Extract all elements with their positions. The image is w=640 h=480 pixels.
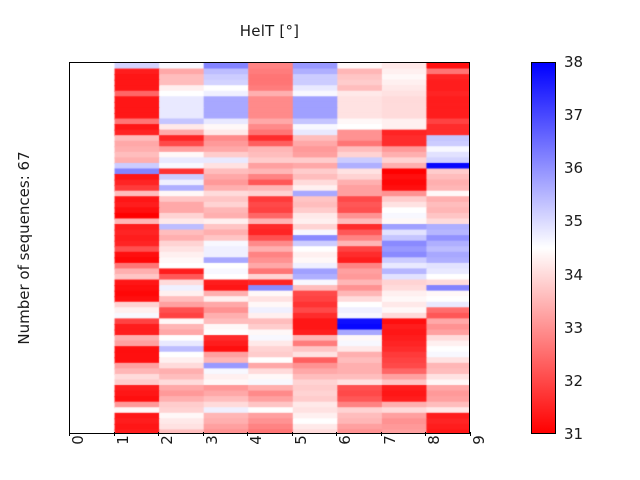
- x-tick-mark: [470, 432, 471, 436]
- colorbar-tick-38: 38: [564, 53, 584, 71]
- x-tick-text: 7: [380, 435, 399, 445]
- x-tick-mark: [202, 432, 204, 436]
- colorbar-tick-37: 37: [564, 106, 584, 125]
- colorbar-tick-labels: 38 37 36 35 34 33 32 31: [556, 53, 596, 443]
- colorbar-tick-32: 32: [564, 371, 584, 390]
- page-title: HelT [°]: [239, 22, 300, 40]
- colorbar-tick-34: 34: [564, 265, 584, 284]
- x-tick-text: 3: [202, 435, 221, 445]
- plot-area[interactable]: [69, 62, 470, 434]
- x-tick-text: 2: [158, 435, 177, 445]
- heatmap-cells[interactable]: [70, 63, 469, 433]
- colorbar-gradient: [532, 63, 555, 433]
- y-axis-label-text: Number of sequences: 67: [15, 151, 33, 345]
- x-tick-mark: [291, 432, 293, 436]
- x-tick-text: 6: [336, 435, 355, 445]
- x-tick-text: 4: [247, 435, 266, 445]
- x-tick-mark: [336, 432, 338, 436]
- x-tick-text: 9: [470, 435, 488, 445]
- x-tick-mark: [158, 432, 160, 436]
- colorbar-tick-31: 31: [564, 425, 584, 443]
- x-tick-mark: [425, 432, 427, 436]
- x-axis-ticks: 0 1 2 3 4 5 6 7 8 9: [69, 432, 488, 480]
- x-tick-text: 0: [69, 435, 87, 445]
- x-tick-text: 1: [113, 435, 132, 445]
- x-tick-mark: [69, 432, 70, 436]
- x-tick-mark: [113, 432, 115, 436]
- colorbar: [531, 62, 556, 434]
- x-tick-mark: [380, 432, 382, 436]
- y-axis-label: Number of sequences: 67: [10, 62, 38, 434]
- x-tick-text: 8: [425, 435, 444, 445]
- colorbar-tick-33: 33: [564, 318, 584, 337]
- colorbar-tick-36: 36: [564, 159, 584, 178]
- colorbar-tick-35: 35: [564, 212, 584, 231]
- x-tick-mark: [247, 432, 249, 436]
- x-tick-text: 5: [291, 435, 310, 445]
